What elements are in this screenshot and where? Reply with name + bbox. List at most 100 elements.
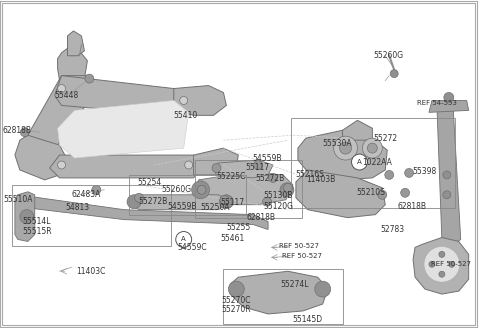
Text: 55210S: 55210S — [357, 188, 385, 197]
Circle shape — [443, 171, 451, 179]
Text: 55250A: 55250A — [201, 203, 230, 212]
Circle shape — [390, 70, 398, 78]
Polygon shape — [429, 100, 468, 113]
Polygon shape — [296, 170, 385, 217]
Text: 11403C: 11403C — [76, 267, 106, 276]
Text: 55270R: 55270R — [221, 305, 251, 315]
Circle shape — [444, 92, 454, 102]
Circle shape — [58, 161, 66, 169]
Text: 62818B: 62818B — [246, 213, 275, 222]
Circle shape — [424, 246, 460, 282]
Circle shape — [254, 160, 263, 170]
Bar — [194, 160, 302, 217]
Text: 55120G: 55120G — [263, 202, 293, 211]
Polygon shape — [58, 47, 87, 89]
Polygon shape — [197, 172, 293, 205]
Circle shape — [315, 281, 331, 297]
Text: 55260G: 55260G — [162, 185, 192, 194]
Text: 55216S: 55216S — [295, 171, 324, 179]
Text: 55515R: 55515R — [23, 227, 52, 236]
Polygon shape — [55, 76, 193, 115]
Text: 55270C: 55270C — [221, 296, 251, 304]
Circle shape — [20, 128, 29, 137]
Text: 62818B: 62818B — [3, 126, 32, 135]
Text: 55260G: 55260G — [373, 51, 404, 60]
Circle shape — [443, 191, 451, 199]
Polygon shape — [127, 195, 230, 210]
Text: 54559B: 54559B — [168, 202, 197, 211]
Circle shape — [280, 183, 294, 197]
Text: 55117: 55117 — [220, 198, 245, 207]
Text: 55255: 55255 — [227, 223, 251, 232]
Circle shape — [85, 74, 94, 83]
Circle shape — [228, 281, 244, 297]
Circle shape — [263, 197, 272, 206]
Polygon shape — [193, 148, 238, 175]
Text: REF 54-553: REF 54-553 — [417, 100, 457, 106]
Text: A: A — [357, 159, 362, 165]
Text: 55410: 55410 — [174, 111, 198, 120]
Circle shape — [429, 261, 435, 267]
Text: 54559B: 54559B — [252, 154, 282, 163]
Text: A: A — [181, 236, 186, 242]
Circle shape — [334, 136, 358, 160]
Text: 55461: 55461 — [220, 234, 245, 243]
Text: 62818B: 62818B — [397, 202, 426, 211]
Circle shape — [449, 261, 455, 267]
Circle shape — [180, 96, 188, 104]
Circle shape — [197, 185, 206, 194]
Text: 54559C: 54559C — [178, 243, 207, 252]
Circle shape — [284, 183, 292, 192]
Circle shape — [367, 143, 377, 153]
Text: 55272B: 55272B — [138, 197, 167, 206]
Polygon shape — [214, 160, 273, 178]
Text: REF 50-527: REF 50-527 — [431, 261, 471, 267]
Polygon shape — [230, 271, 328, 314]
Polygon shape — [298, 130, 387, 180]
Polygon shape — [174, 86, 227, 115]
Polygon shape — [437, 100, 461, 244]
Polygon shape — [343, 120, 372, 140]
Text: 55145D: 55145D — [292, 316, 322, 324]
Text: 55398: 55398 — [412, 167, 436, 176]
Circle shape — [185, 161, 192, 169]
Text: 11403B: 11403B — [306, 175, 335, 184]
Polygon shape — [15, 135, 68, 180]
Text: REF 50-527: REF 50-527 — [282, 253, 322, 259]
Circle shape — [339, 142, 351, 154]
Circle shape — [439, 251, 445, 257]
Text: 55530A: 55530A — [323, 139, 352, 148]
Circle shape — [378, 190, 387, 199]
Polygon shape — [58, 100, 189, 158]
Circle shape — [439, 271, 445, 277]
Circle shape — [58, 85, 66, 92]
Circle shape — [192, 181, 209, 199]
Polygon shape — [49, 155, 204, 178]
Circle shape — [405, 169, 414, 177]
Circle shape — [401, 188, 409, 197]
Bar — [291, 118, 455, 208]
Text: 55254: 55254 — [137, 178, 161, 187]
Circle shape — [269, 174, 277, 182]
Text: 54813: 54813 — [66, 203, 90, 212]
Text: 55510A: 55510A — [3, 195, 33, 204]
Circle shape — [385, 171, 394, 179]
Text: 1022AA: 1022AA — [362, 157, 392, 167]
Circle shape — [20, 210, 34, 224]
Circle shape — [212, 163, 221, 173]
Text: 55130B: 55130B — [263, 191, 292, 200]
Polygon shape — [15, 192, 35, 241]
Polygon shape — [68, 31, 84, 56]
Circle shape — [134, 193, 144, 202]
Text: 55448: 55448 — [55, 91, 79, 100]
Polygon shape — [28, 76, 95, 148]
Polygon shape — [413, 237, 468, 294]
Polygon shape — [18, 195, 268, 230]
Circle shape — [92, 185, 101, 194]
Text: 52783: 52783 — [380, 225, 405, 234]
Circle shape — [127, 195, 141, 209]
Text: 55117: 55117 — [245, 163, 269, 173]
Circle shape — [176, 232, 192, 247]
Circle shape — [362, 138, 382, 158]
Text: 55225C: 55225C — [216, 173, 246, 181]
